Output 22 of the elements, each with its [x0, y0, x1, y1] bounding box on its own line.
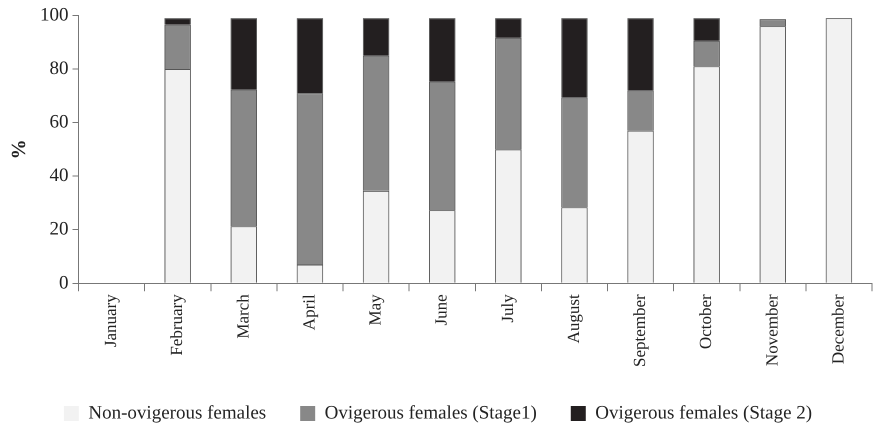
x-tick-label: July — [498, 294, 517, 323]
x-tick-label: June — [432, 294, 451, 326]
x-tick-label: February — [167, 294, 186, 356]
x-tick-label: September — [630, 294, 650, 368]
x-tick-label: August — [564, 294, 583, 344]
y-tick-label: 60 — [50, 112, 68, 133]
legend-label: Non-ovigerous females — [88, 402, 266, 424]
legend-label: Ovigerous females (Stage1) — [324, 402, 537, 424]
legend-label: Ovigerous females (Stage 2) — [595, 402, 812, 424]
x-tick-label: October — [696, 294, 716, 350]
y-tick-label: 80 — [50, 58, 68, 79]
y-axis-title: % — [8, 139, 30, 160]
y-tick-label: 20 — [50, 218, 68, 240]
x-tick-label: January — [101, 294, 120, 348]
x-tick-label: April — [299, 294, 318, 330]
y-tick-label: 100 — [40, 4, 68, 26]
x-tick-label: March — [233, 294, 252, 339]
x-tick-label: May — [366, 294, 385, 326]
x-tick-label: November — [762, 294, 782, 366]
y-tick-label: 0 — [59, 272, 68, 294]
x-tick-label: December — [828, 294, 848, 364]
y-tick-label: 40 — [50, 165, 68, 186]
